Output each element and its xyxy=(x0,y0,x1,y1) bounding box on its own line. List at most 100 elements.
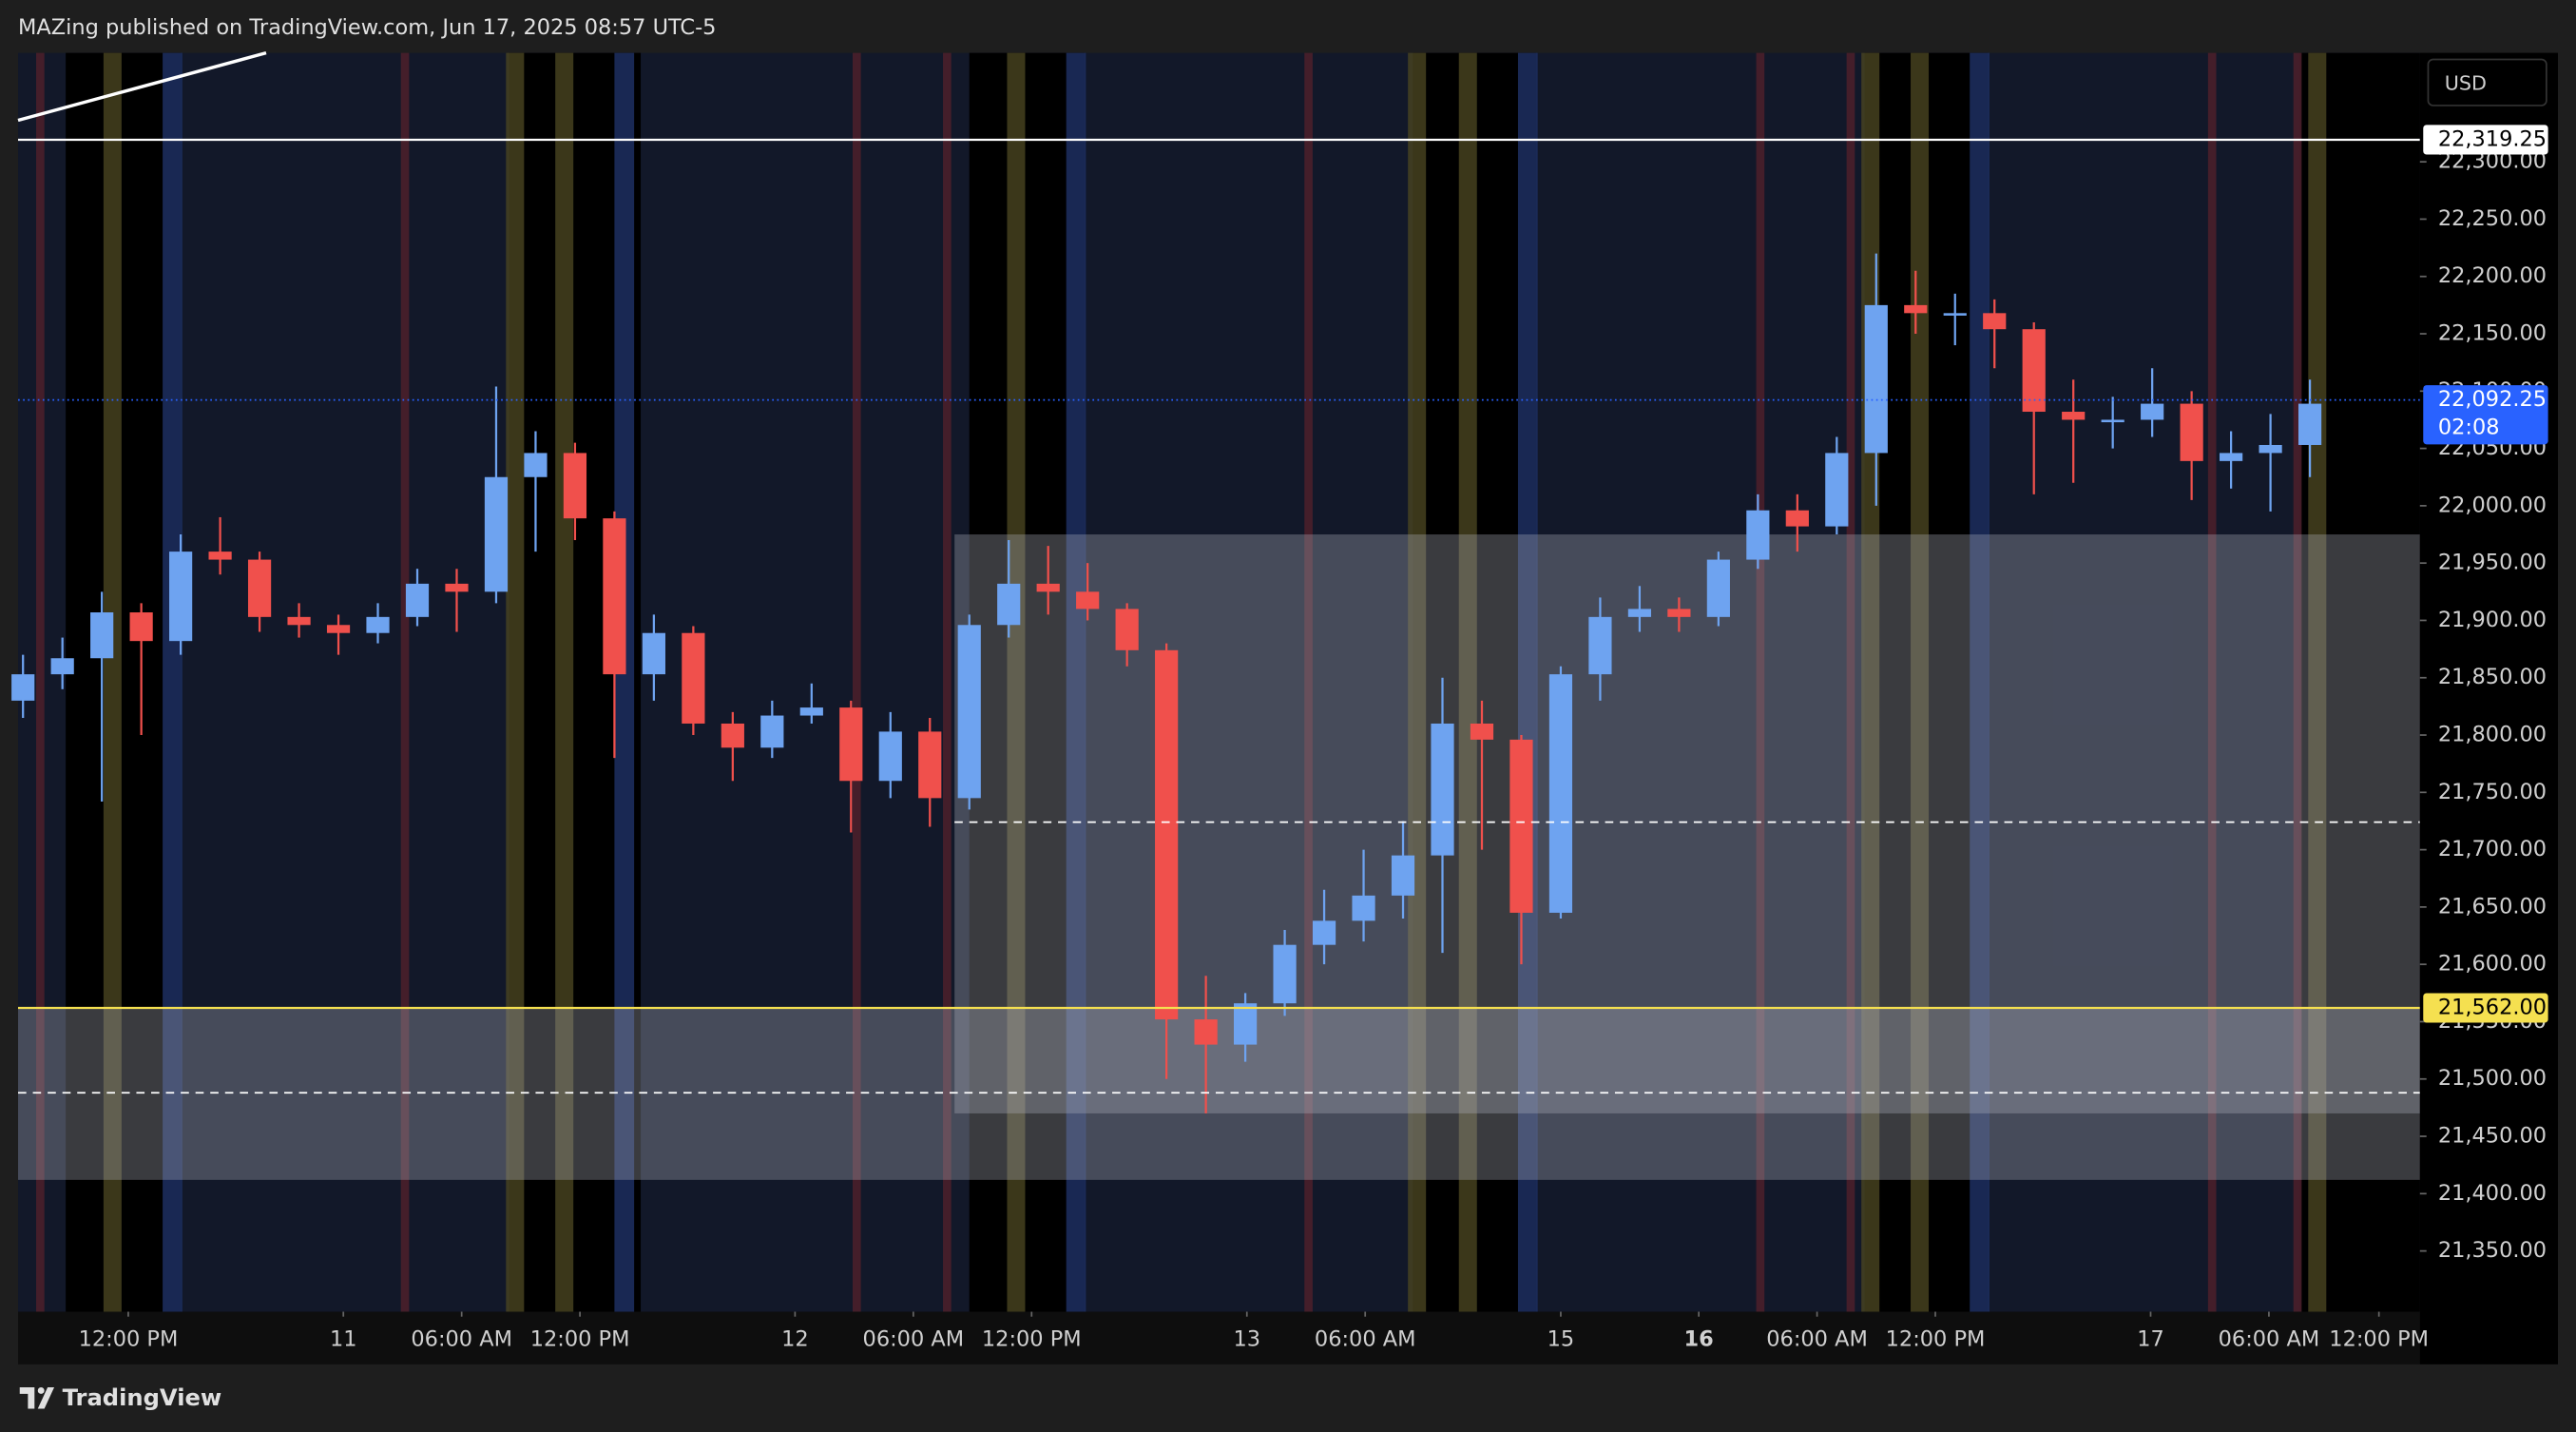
session-yellow xyxy=(1911,52,1930,1312)
x-tick-label: 06:00 AM xyxy=(1766,1326,1868,1351)
session-red xyxy=(1304,52,1313,1312)
candle-body xyxy=(1548,674,1573,913)
candle-body xyxy=(247,559,272,617)
candle-body xyxy=(1706,559,1730,617)
session-blue xyxy=(1970,52,1990,1312)
session-dark xyxy=(66,52,182,1312)
zone xyxy=(18,1007,2420,1180)
footer-brand: TradingView xyxy=(63,1384,222,1411)
y-tick-label: 21,800.00 xyxy=(2438,723,2547,747)
candle-body xyxy=(2101,419,2124,423)
session-red xyxy=(1846,52,1855,1312)
session-blue xyxy=(614,52,635,1312)
candle-body xyxy=(2141,403,2164,420)
candle-body xyxy=(918,731,942,799)
candle-body xyxy=(1312,920,1336,945)
candle-body xyxy=(1115,609,1139,650)
x-tick-label: 11 xyxy=(330,1326,357,1351)
price-level-box xyxy=(2423,125,2548,155)
currency-box[interactable] xyxy=(2427,58,2547,106)
y-tick-label: 21,650.00 xyxy=(2438,894,2547,919)
x-tick-label: 06:00 AM xyxy=(1315,1326,1416,1351)
candle-body xyxy=(642,632,665,675)
session-dark xyxy=(969,52,1085,1312)
y-tick-label: 21,500.00 xyxy=(2438,1066,2547,1091)
candle-body xyxy=(129,612,153,642)
session-bands xyxy=(36,52,2420,1312)
candle-body xyxy=(2022,329,2046,413)
candle-body xyxy=(287,616,311,626)
y-tick-label: 21,850.00 xyxy=(2438,665,2547,689)
candle-body xyxy=(1667,609,1691,617)
time-axis xyxy=(18,1311,2420,1364)
candle-body xyxy=(721,723,744,748)
x-tick-label: 12:00 PM xyxy=(982,1326,1082,1351)
candle-body xyxy=(1864,304,1888,454)
candle-body xyxy=(1234,1003,1258,1045)
session-yellow xyxy=(1007,52,1026,1312)
candle-body xyxy=(524,453,548,477)
candle-body xyxy=(2062,412,2086,420)
x-tick-label: 06:00 AM xyxy=(863,1326,965,1351)
session-red xyxy=(36,52,45,1312)
price-level-label: 21,562.00 xyxy=(2438,995,2547,1019)
session-yellow xyxy=(1458,52,1477,1312)
candle-body xyxy=(1036,583,1060,592)
session-yellow xyxy=(103,52,122,1312)
session-blue xyxy=(163,52,183,1312)
x-tick-label: 12:00 PM xyxy=(2329,1326,2429,1351)
session-blue xyxy=(1517,52,1538,1312)
x-tick-label: 15 xyxy=(1548,1326,1575,1351)
candle-body xyxy=(11,674,35,701)
candle-body xyxy=(1155,649,1179,1020)
candle-body xyxy=(326,625,351,633)
candle-body xyxy=(799,707,823,716)
publish-header: MAZing published on TradingView.com, Jun… xyxy=(18,15,716,40)
candle-body xyxy=(2180,403,2203,461)
candle-body xyxy=(957,625,981,799)
candle-body xyxy=(1627,609,1652,617)
candle-body xyxy=(1983,313,2007,330)
y-tick-label: 21,350.00 xyxy=(2438,1238,2547,1263)
candle-body xyxy=(839,707,863,782)
candle-body xyxy=(2297,403,2322,445)
zone xyxy=(954,534,2420,1113)
session-red xyxy=(1756,52,1765,1312)
candle-body xyxy=(603,518,626,675)
candle-body xyxy=(208,552,232,560)
session-yellow xyxy=(555,52,574,1312)
countdown: 02:08 xyxy=(2438,416,2500,440)
price-axis xyxy=(2419,52,2558,1364)
candle-body xyxy=(366,616,390,633)
x-tick-label: 13 xyxy=(1233,1326,1260,1351)
logo-dot xyxy=(37,1387,45,1394)
currency: USD xyxy=(2445,71,2487,94)
candle-body xyxy=(445,583,469,592)
candle-body xyxy=(1588,616,1612,675)
y-tick-label: 22,250.00 xyxy=(2438,206,2547,231)
y-tick-label: 21,750.00 xyxy=(2438,780,2547,804)
candle-body xyxy=(169,552,193,642)
candle-body xyxy=(1943,313,1967,316)
candle-body xyxy=(405,583,430,617)
candle-body xyxy=(1785,510,1809,527)
y-tick-label: 21,450.00 xyxy=(2438,1124,2547,1149)
candle-body xyxy=(1391,855,1415,896)
y-tick-label: 21,600.00 xyxy=(2438,952,2547,977)
candle-body xyxy=(1746,510,1770,560)
x-tick-label: 12:00 PM xyxy=(79,1326,179,1351)
price-level-label: 22,319.25 xyxy=(2438,126,2547,151)
x-tick-label: 16 xyxy=(1684,1326,1714,1351)
session-blue xyxy=(1066,52,1086,1312)
candle-body xyxy=(2220,453,2243,461)
data-layer xyxy=(11,138,2420,1180)
session-red xyxy=(2293,52,2302,1312)
last-price-box xyxy=(2423,385,2548,445)
candle-body xyxy=(563,453,587,519)
session-yellow xyxy=(506,52,525,1312)
x-tick-label: 06:00 AM xyxy=(2219,1326,2320,1351)
session-yellow xyxy=(2308,52,2327,1312)
y-tick-label: 21,900.00 xyxy=(2438,608,2547,632)
y-tick-label: 21,400.00 xyxy=(2438,1181,2547,1206)
